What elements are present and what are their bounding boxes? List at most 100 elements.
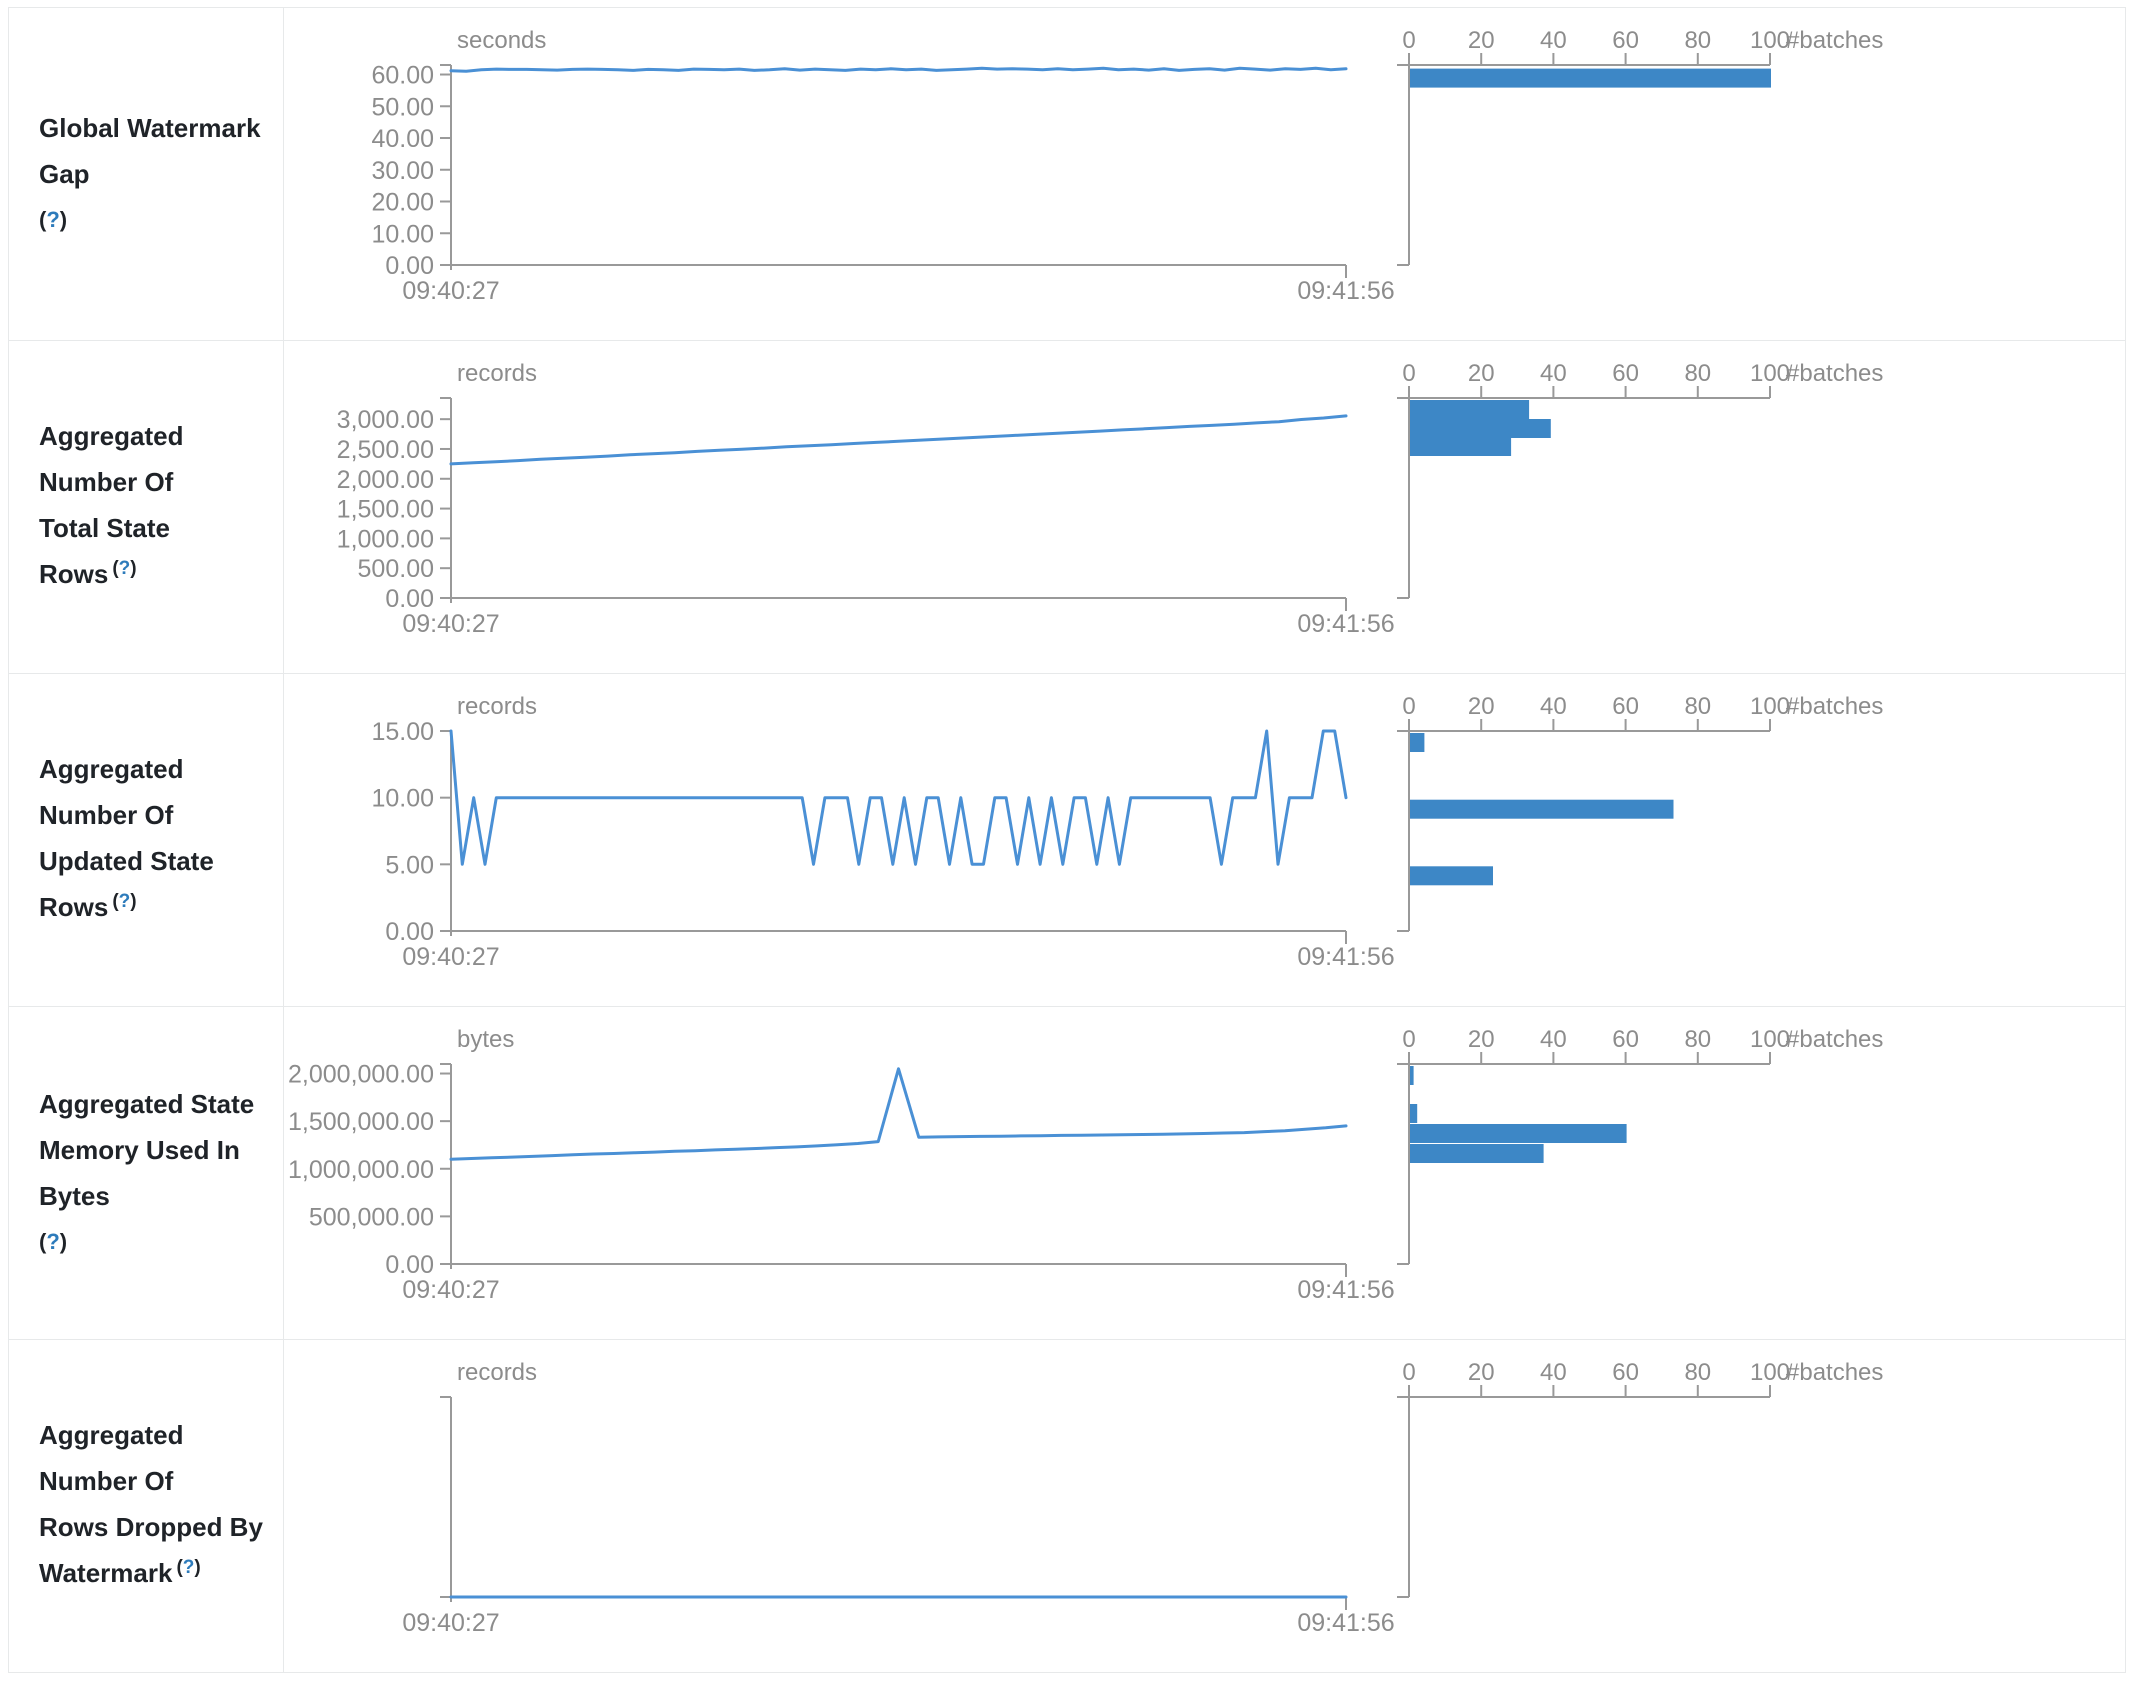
- metric-charts-svg: records 0.00 5.00 10.00 15.00 09:40:27 09:41:5…: [371, 693, 1883, 971]
- histogram-x-tick-label: 20: [1468, 360, 1495, 387]
- timeline-y-tick-label: 0.00: [385, 1251, 434, 1279]
- timeline-y-tick-label: 30.00: [371, 157, 434, 185]
- help-paren-open: (: [112, 558, 119, 579]
- metric-label-cell: Aggregated Number Of Rows Dropped By Water…: [9, 1340, 284, 1672]
- help-paren-close: ): [59, 207, 68, 232]
- histogram-x-tick-label: 80: [1684, 1359, 1711, 1386]
- help-paren-open: (: [176, 1557, 183, 1578]
- timeline-y-tick-label: 40.00: [371, 125, 434, 153]
- timeline-x-start-label: 09:40:27: [402, 610, 499, 638]
- help-question-link[interactable]: ?: [118, 891, 131, 912]
- histogram-x-tick-label: 0: [1402, 27, 1415, 54]
- timeline-x-end-label: 09:41:56: [1297, 277, 1394, 305]
- timeline-y-tick-label: 2,500.00: [337, 436, 434, 464]
- histogram-x-tick-label: 60: [1612, 360, 1639, 387]
- timeline-y-tick-label: 1,500,000.00: [288, 1108, 434, 1136]
- metric-label: Aggregated Number Of Rows Dropped By Water…: [39, 1412, 271, 1600]
- timeline-x-start-label: 09:40:27: [402, 277, 499, 305]
- help-paren-close: ): [130, 891, 137, 912]
- metric-charts: records 0.00 500.00 1,000.00 1,500.00 2,000.0…: [284, 341, 2125, 673]
- timeline-x-start-label: 09:40:27: [402, 943, 499, 971]
- metric-charts: records 0.00 5.00 10.00 15.00 09:40:27 09:41:5…: [284, 674, 2125, 1006]
- timeline-y-tick-label: 500,000.00: [309, 1203, 434, 1231]
- timeline-x-end-label: 09:41:56: [1297, 610, 1394, 638]
- histogram-unit-label: #batches: [1786, 693, 1883, 720]
- help-question-link[interactable]: ?: [118, 558, 131, 579]
- histogram-x-tick-label: 60: [1612, 1026, 1639, 1053]
- histogram-x-tick-label: 40: [1540, 693, 1567, 720]
- histogram-bar: [1410, 419, 1551, 438]
- histogram-x-tick-label: 100: [1750, 693, 1790, 720]
- timeline-y-tick-label: 2,000.00: [337, 466, 434, 494]
- help-question-link[interactable]: ?: [46, 207, 60, 232]
- histogram-x-tick-label: 60: [1612, 693, 1639, 720]
- histogram-bar: [1410, 1104, 1418, 1123]
- metric-label-cell: Aggregated State Memory Used In Bytes (?): [9, 1007, 284, 1339]
- metric-label-line: Aggregated State: [39, 1089, 255, 1119]
- metric-label-line: Memory Used In Bytes: [39, 1135, 240, 1211]
- metric-row-rows-dropped-by-watermark: Aggregated Number Of Rows Dropped By Water…: [9, 1340, 2125, 1672]
- metric-label-line: Total State Rows: [39, 513, 170, 589]
- timeline-y-tick-label: 3,000.00: [337, 406, 434, 434]
- histogram-bar: [1410, 1124, 1627, 1143]
- metric-label-line: Updated State Rows: [39, 846, 214, 922]
- metric-row-global-watermark-gap: Global Watermark Gap (?) seconds 0.00 10.00…: [9, 8, 2125, 341]
- help-paren-open: (: [39, 1229, 47, 1254]
- metric-help: (?): [39, 1219, 271, 1265]
- timeline-x-end-label: 09:41:56: [1297, 943, 1394, 971]
- metric-charts: seconds 0.00 10.00 20.00 30.00 40.00 50.00 60.0…: [284, 8, 2125, 340]
- timeline-data-line: [449, 1067, 1348, 1161]
- histogram-unit-label: #batches: [1786, 1359, 1883, 1386]
- metric-row-updated-state-rows: Aggregated Number Of Updated State Rows (?…: [9, 674, 2125, 1007]
- timeline-unit-label: records: [457, 693, 537, 720]
- timeline-y-tick-label: 1,500.00: [337, 496, 434, 524]
- metric-help: (?): [39, 197, 271, 243]
- metric-charts-svg: records 09:40:27 09:41:56 0 20 40 60 80 100#batc…: [402, 1359, 1883, 1637]
- help-question-link[interactable]: ?: [46, 1229, 60, 1254]
- metric-label: Aggregated Number Of Total State Rows (?): [39, 413, 271, 601]
- histogram-x-tick-label: 0: [1402, 1359, 1415, 1386]
- histogram-x-tick-label: 40: [1540, 1359, 1567, 1386]
- histogram-x-tick-label: 100: [1750, 1359, 1790, 1386]
- timeline-y-tick-label: 0.00: [385, 918, 434, 946]
- timeline-y-tick-label: 1,000,000.00: [288, 1156, 434, 1184]
- timeline-unit-label: records: [457, 360, 537, 387]
- histogram-x-tick-label: 100: [1750, 1026, 1790, 1053]
- timeline-unit-label: bytes: [457, 1026, 514, 1053]
- histogram-x-tick-label: 100: [1750, 27, 1790, 54]
- timeline-x-start-label: 09:40:27: [402, 1609, 499, 1637]
- metric-charts: records 09:40:27 09:41:56 0 20 40 60 80 100 #batc…: [284, 1340, 2125, 1672]
- timeline-x-end-label: 09:41:56: [1297, 1609, 1394, 1637]
- histogram-x-tick-label: 80: [1684, 27, 1711, 54]
- timeline-y-tick-label: 0.00: [385, 252, 434, 280]
- histogram-bar: [1410, 799, 1674, 819]
- metric-label-line: Aggregated Number Of: [39, 754, 184, 830]
- metric-help: (?): [176, 1557, 200, 1578]
- histogram-x-tick-label: 20: [1468, 693, 1495, 720]
- timeline-data-line: [449, 66, 1348, 73]
- help-paren-close: ): [59, 1229, 68, 1254]
- help-question-link[interactable]: ?: [182, 1557, 195, 1578]
- metric-label-line: Rows Dropped By: [39, 1512, 263, 1542]
- timeline-y-tick-label: 10.00: [371, 220, 434, 248]
- metric-charts-svg: records 0.00500.001,000.001,500.002,000.0…: [337, 360, 1884, 638]
- histogram-x-tick-label: 60: [1612, 27, 1639, 54]
- timeline-y-tick-label: 1,000.00: [337, 525, 434, 553]
- timeline-y-tick-label: 2,000,000.00: [288, 1061, 434, 1089]
- histogram-x-tick-label: 40: [1540, 27, 1567, 54]
- histogram-unit-label: #batches: [1786, 1026, 1883, 1053]
- histogram-x-tick-label: 0: [1402, 360, 1415, 387]
- timeline-y-tick-label: 10.00: [371, 785, 434, 813]
- histogram-x-tick-label: 80: [1684, 1026, 1711, 1053]
- histogram-bar: [1410, 68, 1771, 88]
- metric-label-cell: Aggregated Number Of Total State Rows (?): [9, 341, 284, 673]
- histogram-x-tick-label: 80: [1684, 693, 1711, 720]
- metric-charts: bytes 0.00 500,000.00 1,000,000.00 1,500,000…: [284, 1007, 2125, 1339]
- metric-charts-svg: seconds 0.00 10.00 20.00 30.00 40.00 50.00 60.0…: [371, 27, 1883, 305]
- metrics-table: Global Watermark Gap (?) seconds 0.00 10.00…: [8, 7, 2126, 1673]
- metric-label-line: Aggregated Number Of: [39, 421, 184, 497]
- histogram-x-tick-label: 20: [1468, 1359, 1495, 1386]
- metric-label: Aggregated State Memory Used In Bytes (?): [39, 1081, 271, 1265]
- help-paren-close: ): [194, 1557, 201, 1578]
- help-paren-open: (: [39, 207, 47, 232]
